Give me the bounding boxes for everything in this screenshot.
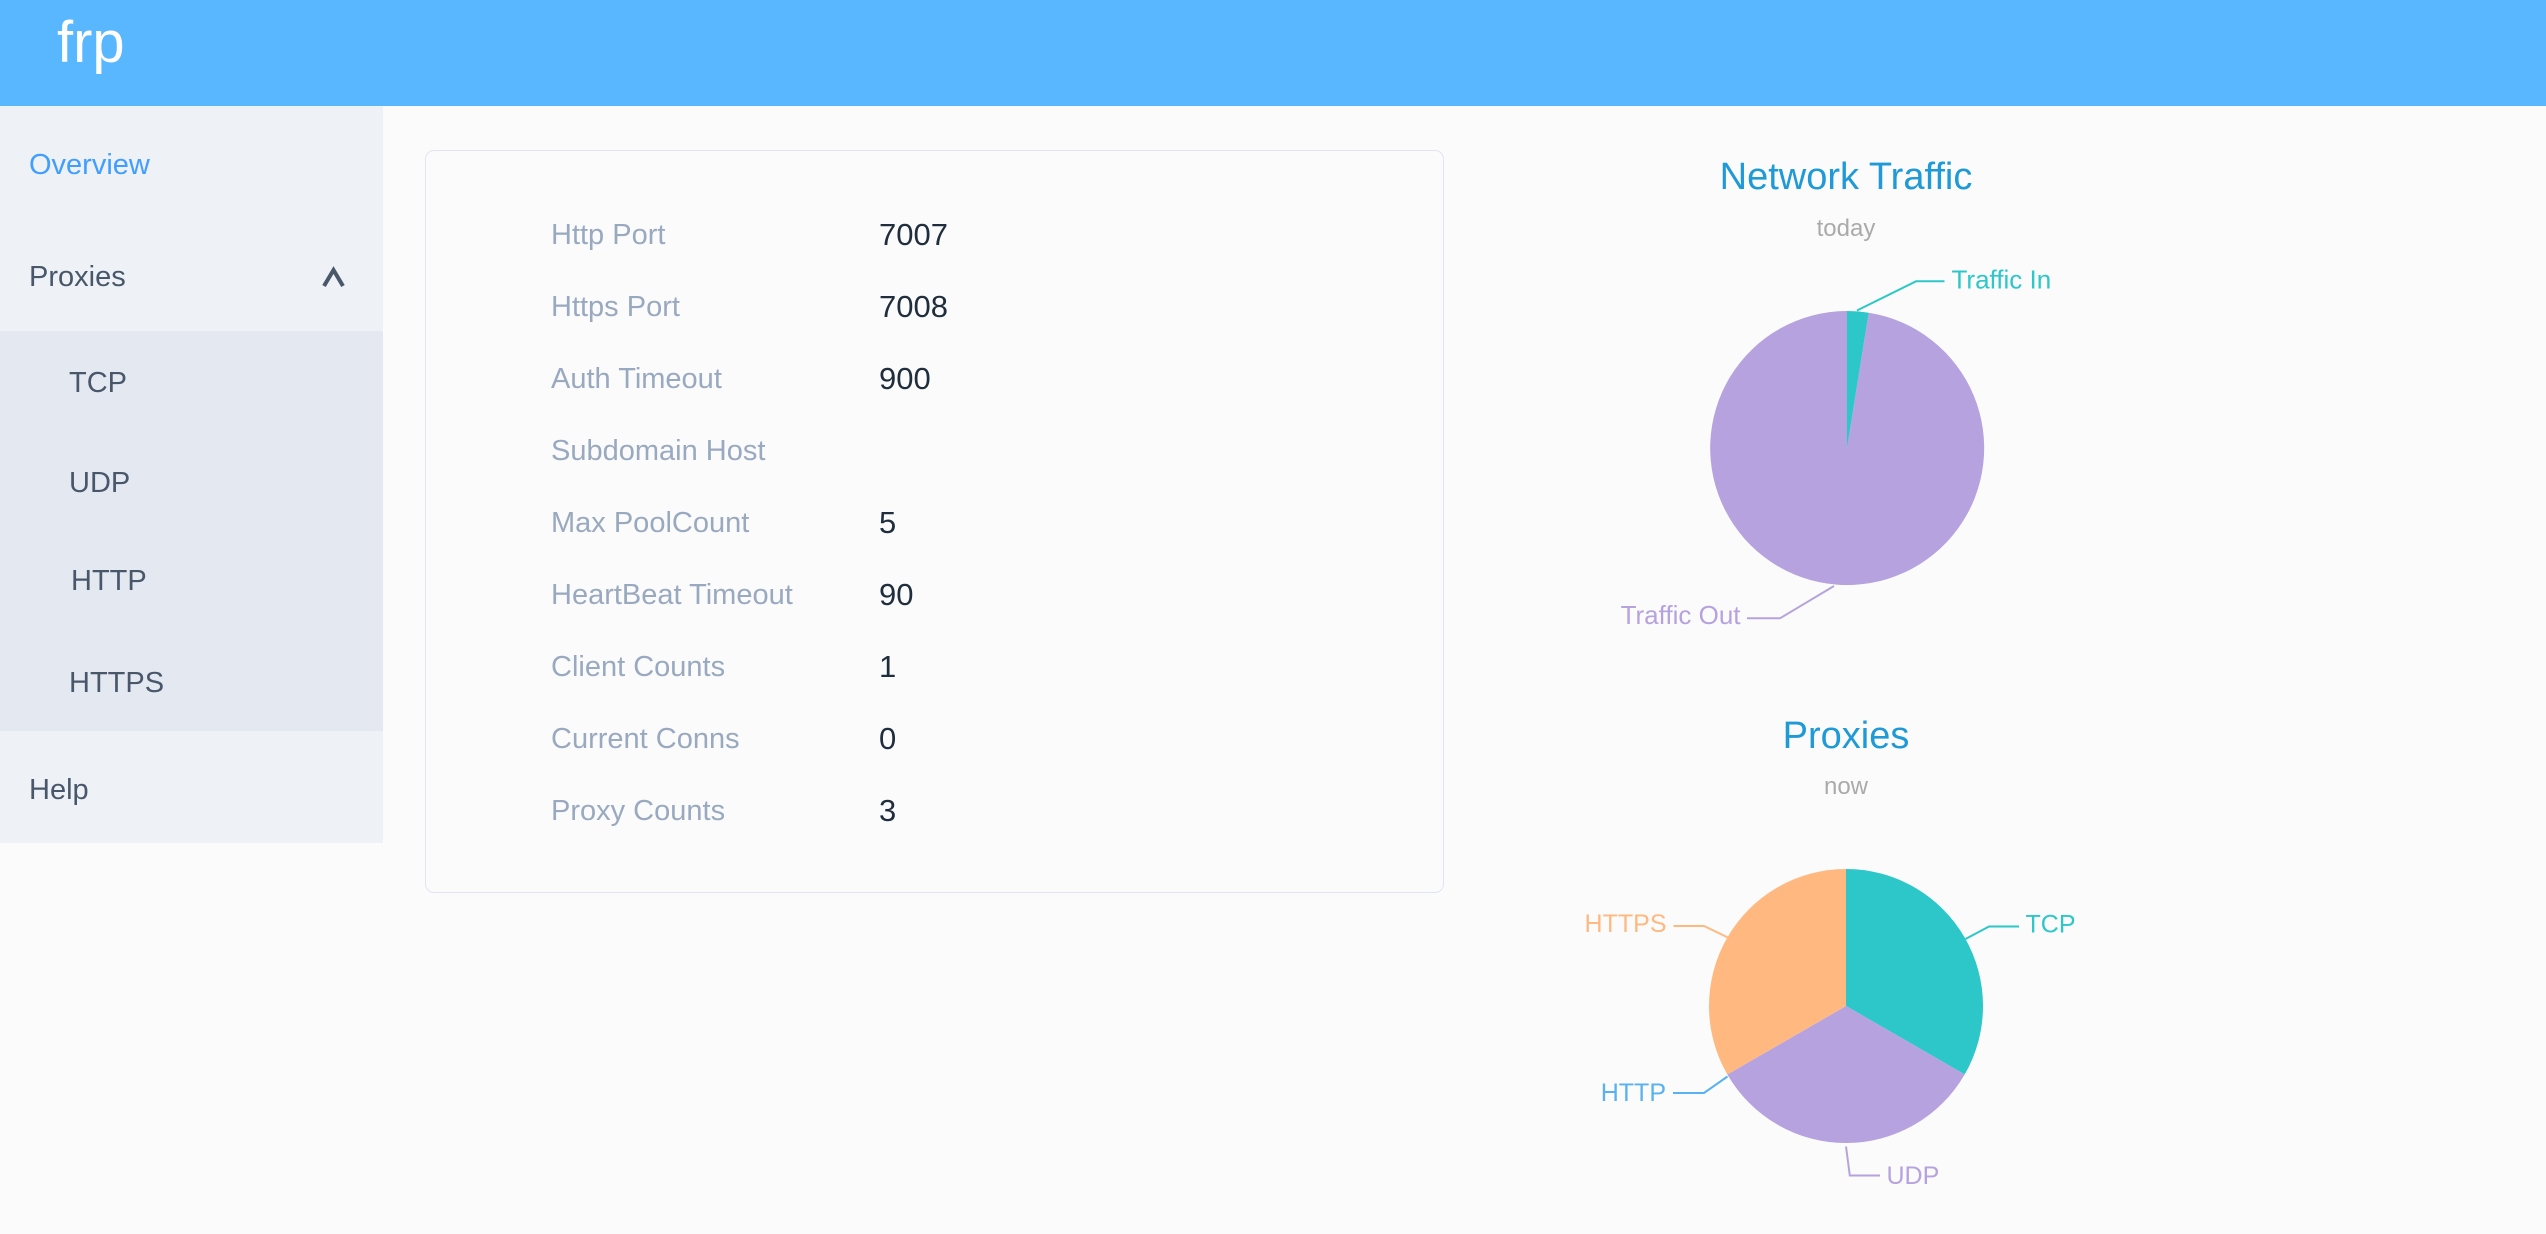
svg-text:now: now (1824, 773, 1869, 800)
svg-text:Proxies: Proxies (1783, 715, 1910, 757)
svg-text:HTTP: HTTP (1601, 1079, 1666, 1107)
svg-text:TCP: TCP (2026, 911, 2076, 939)
svg-text:UDP: UDP (1887, 1162, 1940, 1190)
svg-text:Traffic Out: Traffic Out (1621, 600, 1742, 630)
svg-text:HTTPS: HTTPS (1585, 910, 1667, 938)
svg-text:today: today (1817, 215, 1876, 242)
svg-text:Network Traffic: Network Traffic (1720, 156, 1973, 198)
svg-text:Traffic In: Traffic In (1952, 265, 2052, 295)
